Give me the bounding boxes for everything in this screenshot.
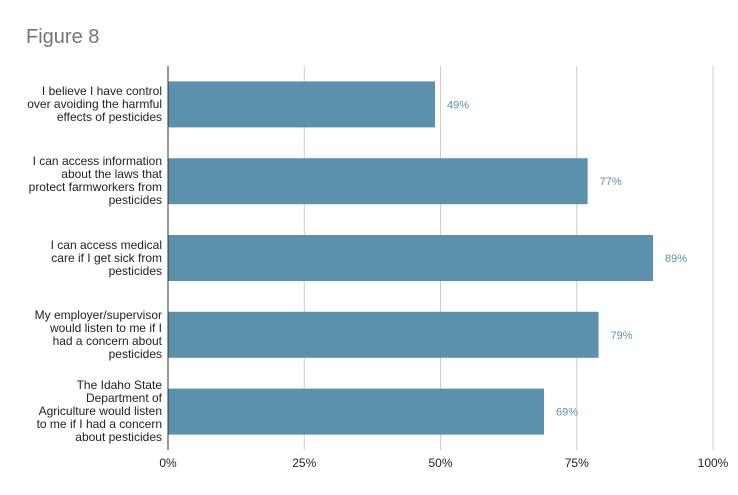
category-label-line: care if I get sick from (51, 250, 162, 265)
category-label-line: over avoiding the harmful (27, 96, 162, 111)
category-label-line: I can access medical (50, 237, 162, 252)
category-label-line: I believe I have control (41, 83, 162, 98)
x-tick-label-75: 75% (565, 456, 589, 470)
data-label-3: 89% (665, 253, 687, 265)
category-label-line: about pesticides (75, 430, 162, 445)
category-label-1: I believe I have control over avoiding th… (12, 83, 162, 124)
data-label-1: 49% (447, 99, 469, 111)
x-tick-label-25: 25% (292, 456, 316, 470)
bar-1 (168, 81, 436, 128)
x-tick-label-100: 100% (698, 456, 729, 470)
bar-3 (168, 235, 654, 281)
category-label-line: would listen to me if I (49, 320, 162, 335)
data-label-4: 79% (611, 330, 633, 342)
category-label-3: I can access medical care if I get sick f… (12, 237, 162, 278)
category-label-line: pesticides (108, 193, 162, 208)
bar-5 (168, 388, 545, 435)
data-label-5: 69% (556, 407, 578, 419)
category-label-line: had a concern about (52, 333, 162, 348)
bar-2 (168, 158, 588, 205)
x-tick-label-0: 0% (159, 456, 177, 470)
category-label-line: pesticides (108, 263, 162, 278)
category-label-line: The Idaho State (76, 378, 162, 393)
data-label-2: 77% (600, 176, 622, 188)
category-label-line: I can access information (32, 154, 162, 169)
chart-title: Figure 8 (26, 26, 100, 48)
category-label-line: pesticides (108, 346, 162, 361)
category-label-line: Agriculture would listen (38, 404, 162, 419)
category-label-4: My employer/supervisor would listen to me… (12, 307, 162, 361)
category-label-5: The Idaho State Department of Agriculture … (12, 379, 162, 444)
category-label-line: protect farmworkers from (28, 180, 162, 195)
category-label-2: I can access information about the laws t… (12, 155, 162, 207)
x-tick-label-50: 50% (428, 456, 452, 470)
category-label-line: My employer/supervisor (34, 307, 162, 322)
category-label-line: effects of pesticides (56, 109, 162, 124)
category-label-line: to me if I had a concern (36, 417, 162, 432)
category-label-line: Department of (85, 391, 162, 406)
category-label-line: about the laws that (61, 167, 162, 182)
bar-4 (168, 311, 599, 358)
